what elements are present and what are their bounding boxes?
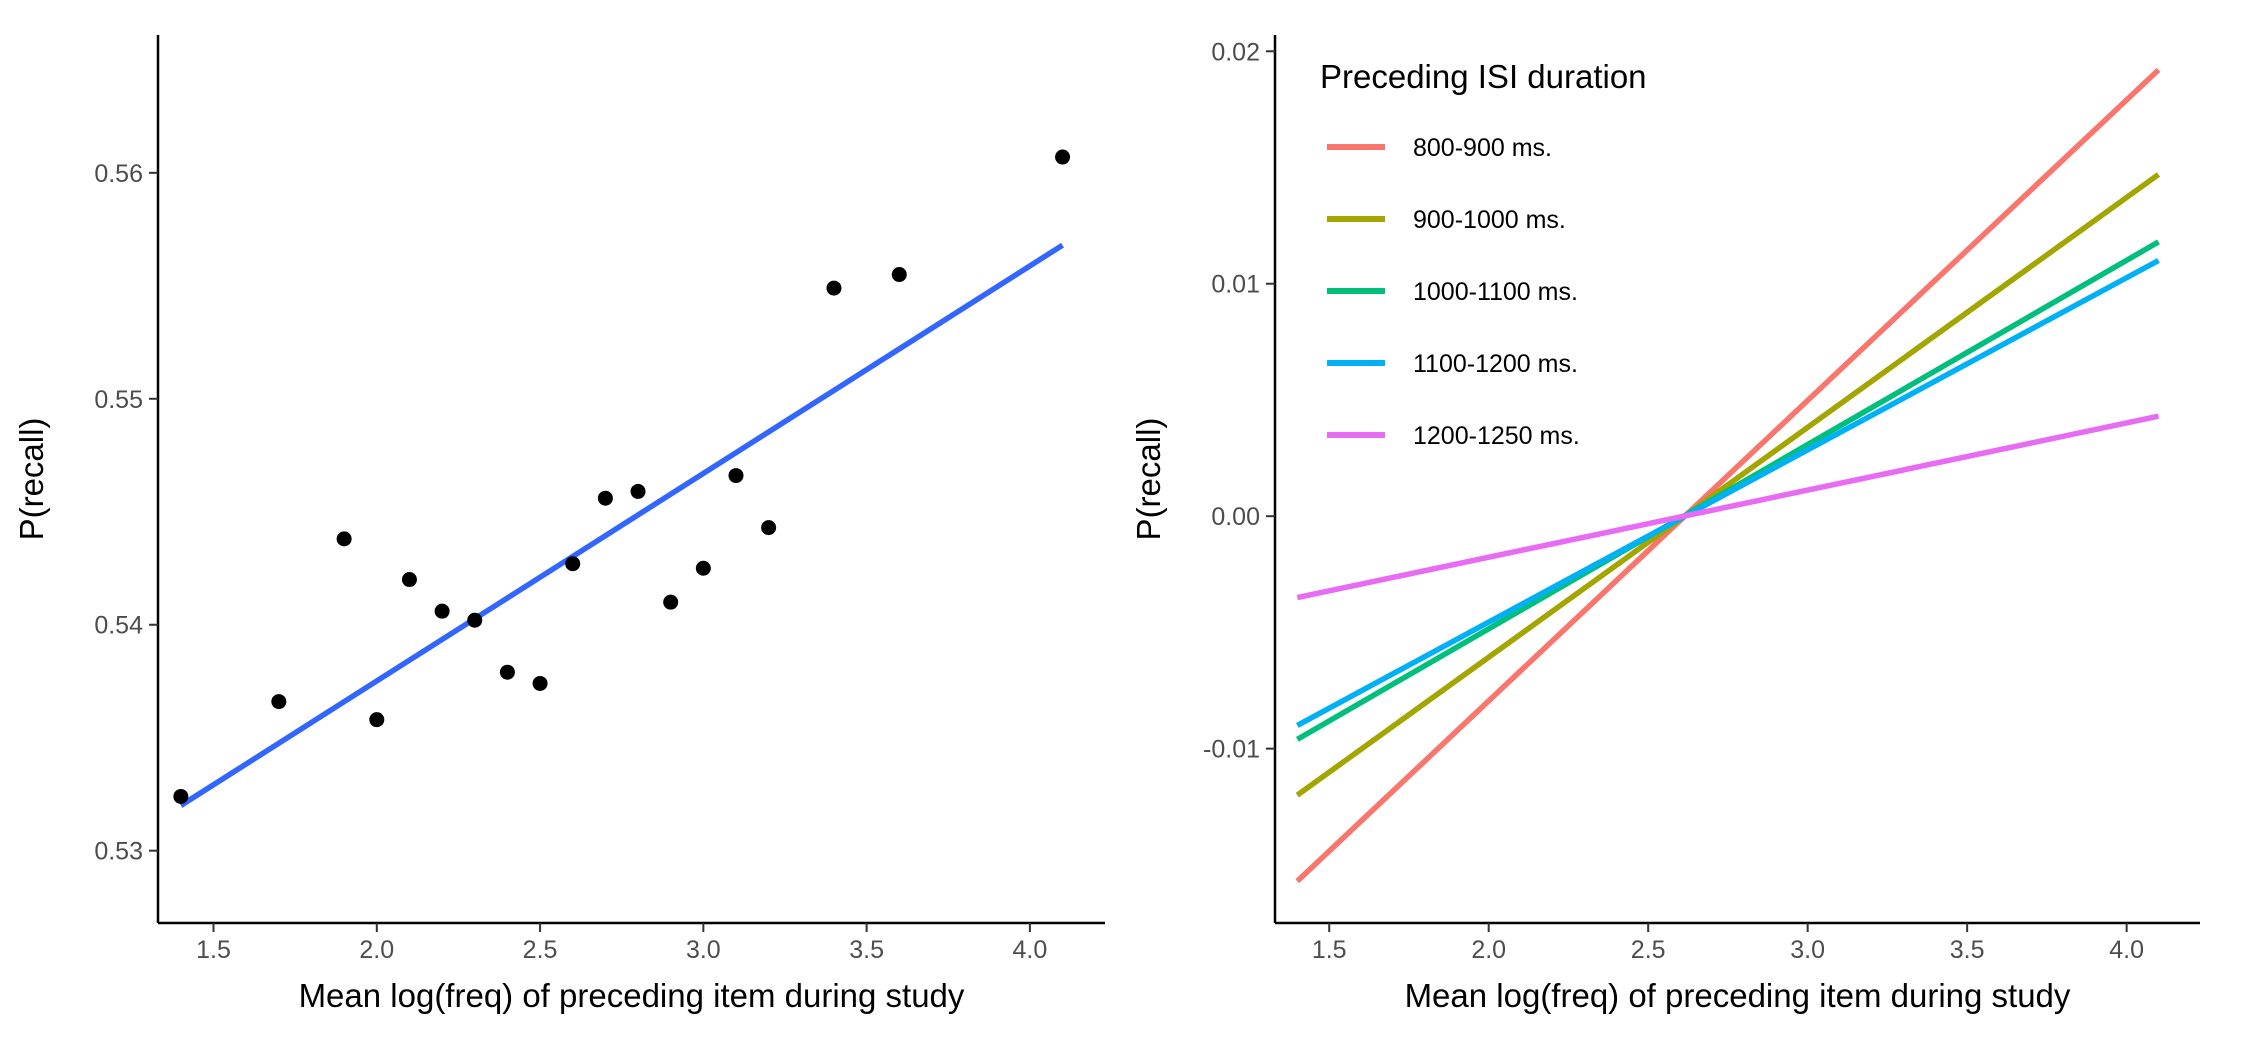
- data-point: [1055, 149, 1071, 165]
- x-tick-label: 1.5: [1312, 936, 1347, 964]
- data-point: [271, 694, 287, 710]
- scatter-panel: 1.5 2.0 2.5 3.0 3.5 4.0 0.53 0.54 0.55 0.56 Mean …: [13, 35, 1105, 1014]
- legend-label: 900-1000 ms.: [1413, 206, 1566, 234]
- y-tick-label: 0.01: [1211, 271, 1260, 299]
- legend-item: 800-900 ms.: [1327, 134, 1552, 162]
- x-tick-label: 2.0: [359, 936, 394, 964]
- y-tick-label: -0.01: [1203, 736, 1260, 764]
- legend-item: 900-1000 ms.: [1327, 206, 1566, 234]
- x-tick-label: 2.5: [1631, 936, 1666, 964]
- line-panel: 1.5 2.0 2.5 3.0 3.5 4.0 -0.01 0.00 0.01 0.02 Mean…: [1130, 35, 2200, 1014]
- x-tick-label: 2.5: [523, 936, 558, 964]
- y-axis-title: P(recall): [13, 418, 50, 541]
- series-line: [1295, 67, 2161, 884]
- data-point: [695, 560, 711, 576]
- data-point: [597, 490, 613, 506]
- legend-title: Preceding ISI duration: [1320, 58, 1647, 95]
- data-point: [630, 483, 646, 499]
- data-point: [663, 594, 679, 610]
- x-axis-title: Mean log(freq) of preceding item during …: [1405, 977, 2071, 1014]
- data-point: [499, 664, 515, 680]
- y-tick-label: 0.56: [94, 160, 143, 188]
- legend-label: 800-900 ms.: [1413, 134, 1552, 162]
- data-point: [728, 468, 744, 484]
- legend-label: 1000-1100 ms.: [1413, 278, 1578, 306]
- series-line: [1296, 258, 2160, 728]
- series-line: [1295, 172, 2161, 798]
- y-tick-label: 0.54: [94, 612, 143, 640]
- data-point: [434, 603, 450, 619]
- scatter-axes: 1.5 2.0 2.5 3.0 3.5 4.0 0.53 0.54 0.55 0.56: [94, 35, 1105, 964]
- data-point: [826, 280, 842, 296]
- y-tick-label: 0.02: [1211, 38, 1260, 66]
- data-point: [336, 531, 352, 547]
- fit-line: [179, 242, 1065, 808]
- x-tick-label: 4.0: [1013, 936, 1048, 964]
- data-point: [565, 556, 581, 572]
- x-tick-label: 4.0: [2109, 936, 2144, 964]
- y-tick-label: 0.53: [94, 838, 143, 866]
- legend-items: 800-900 ms. 900-1000 ms. 1000-1100 ms. 1100…: [1327, 134, 1580, 450]
- legend-item: 1200-1250 ms.: [1327, 422, 1580, 450]
- legend: Preceding ISI duration 800-900 ms. 900-10…: [1320, 58, 1647, 450]
- data-point: [401, 572, 417, 588]
- x-tick-label: 3.5: [1950, 936, 1985, 964]
- line-marks: [1295, 67, 2161, 884]
- series-line: [1296, 413, 2160, 601]
- data-point: [532, 675, 548, 691]
- x-tick-label: 3.5: [849, 936, 884, 964]
- y-tick-label: 0.55: [94, 386, 143, 414]
- legend-label: 1100-1200 ms.: [1413, 350, 1578, 378]
- y-axis-title: P(recall): [1130, 418, 1167, 541]
- x-tick-label: 3.0: [1790, 936, 1825, 964]
- scatter-marks: [173, 149, 1071, 808]
- x-tick-label: 1.5: [196, 936, 231, 964]
- y-tick-label: 0.00: [1211, 503, 1260, 531]
- line-axes: 1.5 2.0 2.5 3.0 3.5 4.0 -0.01 0.00 0.01 0.02: [1203, 35, 2200, 964]
- legend-item: 1100-1200 ms.: [1327, 350, 1578, 378]
- data-point: [173, 788, 189, 804]
- data-point: [891, 267, 907, 283]
- legend-label: 1200-1250 ms.: [1413, 422, 1580, 450]
- data-point: [369, 712, 385, 728]
- x-tick-label: 3.0: [686, 936, 721, 964]
- legend-item: 1000-1100 ms.: [1327, 278, 1578, 306]
- x-tick-label: 2.0: [1471, 936, 1506, 964]
- data-point: [467, 612, 483, 628]
- data-point: [761, 520, 777, 536]
- x-axis-title: Mean log(freq) of preceding item during …: [299, 977, 965, 1014]
